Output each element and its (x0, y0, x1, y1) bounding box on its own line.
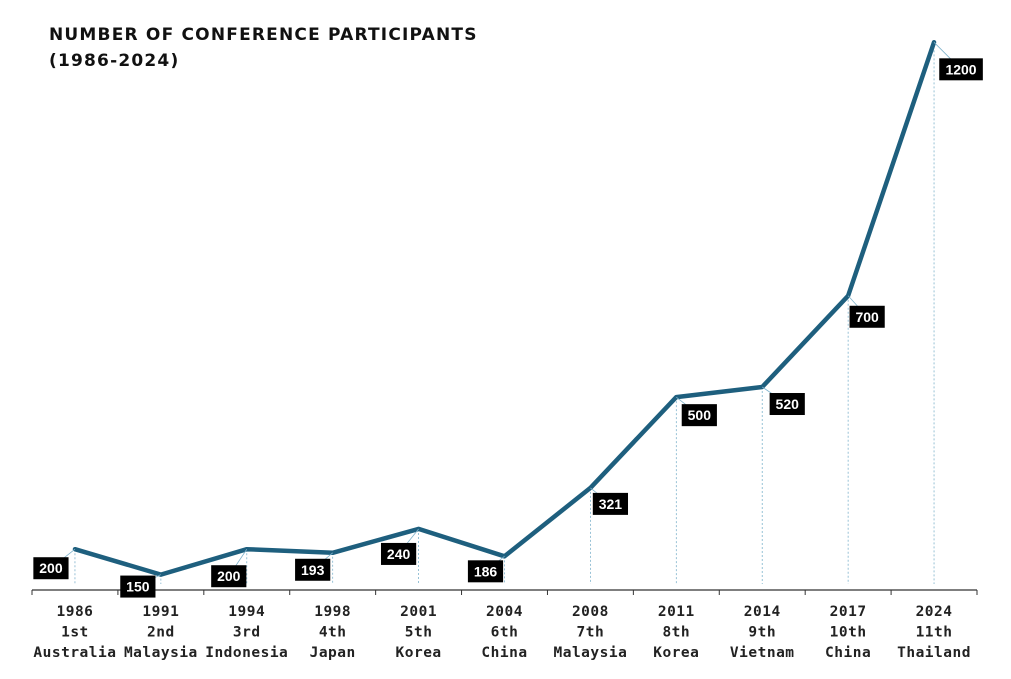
x-label-country: Malaysia (124, 645, 198, 661)
data-label-box (769, 393, 805, 416)
x-label-year: 2014 (744, 604, 781, 620)
data-label: 1200 (945, 61, 976, 77)
x-label-year: 2004 (486, 604, 523, 620)
series-line (72, 40, 937, 577)
x-label-edition: 10th (830, 625, 867, 641)
x-label-edition: 11th (916, 625, 953, 641)
data-labels: 200 150 200 193 240 186 321 500 520 700 1200 (33, 42, 983, 598)
data-label: 193 (301, 562, 325, 578)
data-label-box (120, 575, 156, 598)
x-label-year: 1986 (56, 604, 93, 620)
x-label-edition: 1st (61, 625, 89, 641)
x-label-country: Australia (33, 645, 116, 661)
chart-title: NUMBER OF CONFERENCE PARTICIPANTS (49, 25, 478, 45)
x-label-year: 1991 (142, 604, 179, 620)
data-label: 200 (39, 560, 63, 576)
x-label-edition: 2nd (147, 625, 175, 641)
data-label-box (681, 404, 717, 427)
data-label-box (295, 558, 331, 581)
x-label-edition: 7th (577, 625, 605, 641)
data-label: 186 (474, 563, 498, 579)
data-label-box (939, 58, 983, 81)
chart-subtitle: (1986-2024) (49, 51, 180, 71)
x-label-country: Malaysia (553, 645, 627, 661)
x-axis (31, 589, 978, 595)
x-label-year: 2024 (916, 604, 953, 620)
x-label-country: Indonesia (205, 645, 288, 661)
data-label-box (33, 557, 69, 580)
x-label-year: 2008 (572, 604, 609, 620)
data-label-box (467, 560, 504, 583)
data-label-box (849, 305, 885, 328)
x-label-country: Thailand (897, 645, 971, 661)
x-label-year: 2017 (830, 604, 867, 620)
data-label: 500 (688, 407, 712, 423)
data-label: 700 (855, 309, 879, 325)
chart-title-block: NUMBER OF CONFERENCE PARTICIPANTS (1986-… (49, 22, 478, 74)
data-label: 240 (387, 546, 411, 562)
x-label-country: Japan (310, 645, 356, 661)
x-label-country: China (481, 645, 527, 661)
x-label-edition: 6th (491, 625, 519, 641)
x-label-year: 2011 (658, 604, 695, 620)
x-label-country: Korea (653, 645, 699, 661)
leader-lines (74, 42, 935, 584)
x-label-year: 1998 (314, 604, 351, 620)
series-line-layer (72, 40, 937, 577)
x-label-country: China (825, 645, 871, 661)
data-label-box (211, 565, 247, 588)
x-label-edition: 8th (662, 625, 690, 641)
data-label-box (380, 542, 417, 565)
data-label: 200 (217, 568, 241, 584)
x-tick-labels: 1986 1st Australia 1991 2nd Malaysia 1994 3rd In… (33, 604, 971, 661)
x-label-edition: 5th (405, 625, 433, 641)
x-label-year: 2001 (400, 604, 437, 620)
data-label: 150 (126, 579, 150, 595)
x-label-year: 1994 (228, 604, 265, 620)
x-label-edition: 9th (748, 625, 776, 641)
x-label-country: Vietnam (730, 645, 795, 661)
x-label-edition: 4th (319, 625, 347, 641)
data-label: 321 (599, 496, 623, 512)
x-label-country: Korea (396, 645, 442, 661)
data-label-box (592, 492, 629, 515)
data-label: 520 (776, 396, 800, 412)
x-label-edition: 3rd (233, 625, 261, 641)
